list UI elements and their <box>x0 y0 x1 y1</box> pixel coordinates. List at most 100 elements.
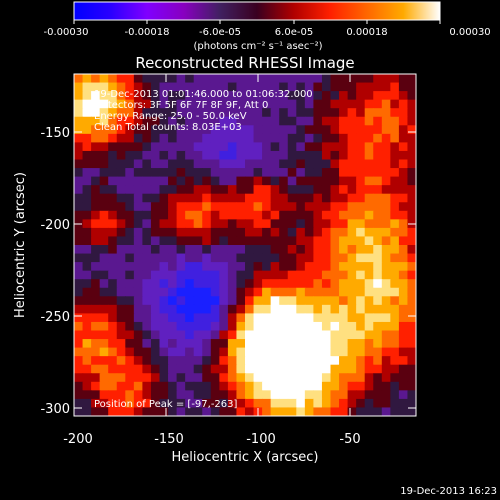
image-cell <box>193 82 203 92</box>
image-cell <box>253 116 263 126</box>
image-cell <box>364 321 374 332</box>
image-cell <box>74 185 84 195</box>
image-cell <box>150 373 161 383</box>
image-cell <box>210 125 220 135</box>
image-cell <box>176 168 186 178</box>
image-cell <box>125 364 135 374</box>
image-cell <box>150 304 161 314</box>
image-cell <box>304 193 314 203</box>
image-cell <box>185 245 195 255</box>
image-cell <box>287 347 297 357</box>
image-cell <box>407 202 416 212</box>
image-cell <box>279 398 289 409</box>
image-cell <box>407 168 416 178</box>
image-cell <box>150 202 161 212</box>
image-cell <box>407 279 416 289</box>
image-cell <box>91 398 101 409</box>
image-cell <box>262 202 272 212</box>
image-cell <box>253 159 263 169</box>
image-cell <box>373 253 383 263</box>
image-cell <box>74 279 84 289</box>
image-cell <box>99 210 109 220</box>
image-cell <box>99 253 109 263</box>
image-cell <box>210 364 220 374</box>
image-cell <box>91 287 101 297</box>
image-cell <box>339 364 349 374</box>
image-cell <box>91 253 101 263</box>
image-cell <box>356 262 366 272</box>
image-cell <box>304 253 314 263</box>
image-cell <box>364 407 374 416</box>
image-cell <box>125 176 135 186</box>
image-cell <box>150 287 161 297</box>
image-cell <box>313 133 323 143</box>
image-cell <box>253 227 263 238</box>
image-cell <box>287 321 297 332</box>
image-cell <box>407 287 416 297</box>
image-cell <box>296 227 306 238</box>
image-cell <box>287 356 297 366</box>
image-cell <box>202 262 212 272</box>
image-cell <box>330 168 340 178</box>
image-cell <box>193 202 203 212</box>
image-cell <box>210 142 220 152</box>
image-cell <box>321 321 332 332</box>
image-cell <box>168 287 178 297</box>
image-cell <box>270 398 280 409</box>
image-cell <box>185 133 195 143</box>
image-cell <box>202 321 212 332</box>
image-cell <box>82 176 92 186</box>
image-cell <box>253 373 263 383</box>
image-cell <box>142 219 152 229</box>
image-cell <box>125 321 135 332</box>
image-cell <box>296 262 306 272</box>
image-cell <box>227 227 238 238</box>
image-cell <box>373 185 383 195</box>
image-cell <box>262 99 272 109</box>
image-cell <box>219 287 229 297</box>
image-cell <box>82 91 92 101</box>
x-tick-label: -50 <box>339 432 360 447</box>
image-cell <box>74 108 84 118</box>
image-cell <box>108 287 118 297</box>
image-cell <box>287 398 297 409</box>
image-cell <box>296 142 306 152</box>
image-cell <box>398 381 409 391</box>
image-cell <box>398 356 409 366</box>
image-cell <box>253 125 263 135</box>
image-cell <box>245 193 255 203</box>
image-cell <box>108 150 118 161</box>
image-cell <box>125 74 135 84</box>
image-cell <box>236 82 246 92</box>
image-cell <box>304 373 314 383</box>
image-cell <box>168 304 178 314</box>
image-cell <box>245 168 255 178</box>
image-cell <box>390 356 400 366</box>
image-cell <box>150 390 161 400</box>
image-cell <box>373 74 383 84</box>
image-cell <box>253 99 263 109</box>
image-cell <box>296 176 306 186</box>
image-cell <box>168 390 178 400</box>
image-cell <box>82 330 92 340</box>
image-cell <box>270 279 280 289</box>
image-cell <box>330 330 340 340</box>
image-cell <box>99 116 109 126</box>
image-cell <box>133 91 143 101</box>
image-cell <box>150 74 161 84</box>
image-cell <box>262 313 272 323</box>
peak-position: Position of Peak = [-97,-263] <box>94 399 238 410</box>
image-cell <box>99 381 109 391</box>
image-cell <box>108 176 118 186</box>
image-cell <box>253 202 263 212</box>
image-cell <box>202 193 212 203</box>
image-cell <box>125 279 135 289</box>
image-cell <box>287 116 297 126</box>
image-cell <box>313 168 323 178</box>
image-cell <box>125 108 135 118</box>
image-cell <box>245 133 255 143</box>
image-cell <box>279 321 289 332</box>
image-cell <box>304 91 314 101</box>
image-cell <box>74 159 84 169</box>
image-cell <box>270 236 280 246</box>
